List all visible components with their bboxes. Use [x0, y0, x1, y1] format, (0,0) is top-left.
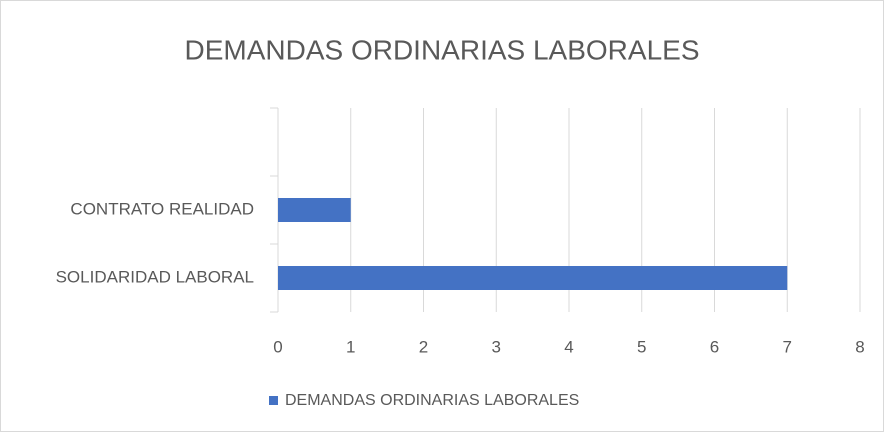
bar [278, 198, 351, 222]
x-tick-label: 5 [637, 337, 646, 356]
x-tick-label: 1 [346, 337, 355, 356]
y-tick-label: SOLIDARIDAD LABORAL [56, 267, 254, 286]
x-tick-label: 0 [273, 337, 282, 356]
x-tick-label: 4 [564, 337, 573, 356]
y-tick-label: CONTRATO REALIDAD [70, 199, 254, 218]
chart-title: DEMANDAS ORDINARIAS LABORALES [184, 34, 699, 65]
x-tick-label: 3 [492, 337, 501, 356]
x-tick-label: 6 [710, 337, 719, 356]
legend-swatch [269, 396, 278, 405]
x-tick-label: 2 [419, 337, 428, 356]
bar [278, 266, 788, 290]
legend-label: DEMANDAS ORDINARIAS LABORALES [285, 392, 579, 409]
x-tick-label: 7 [783, 337, 792, 356]
x-tick-label: 8 [855, 337, 864, 356]
